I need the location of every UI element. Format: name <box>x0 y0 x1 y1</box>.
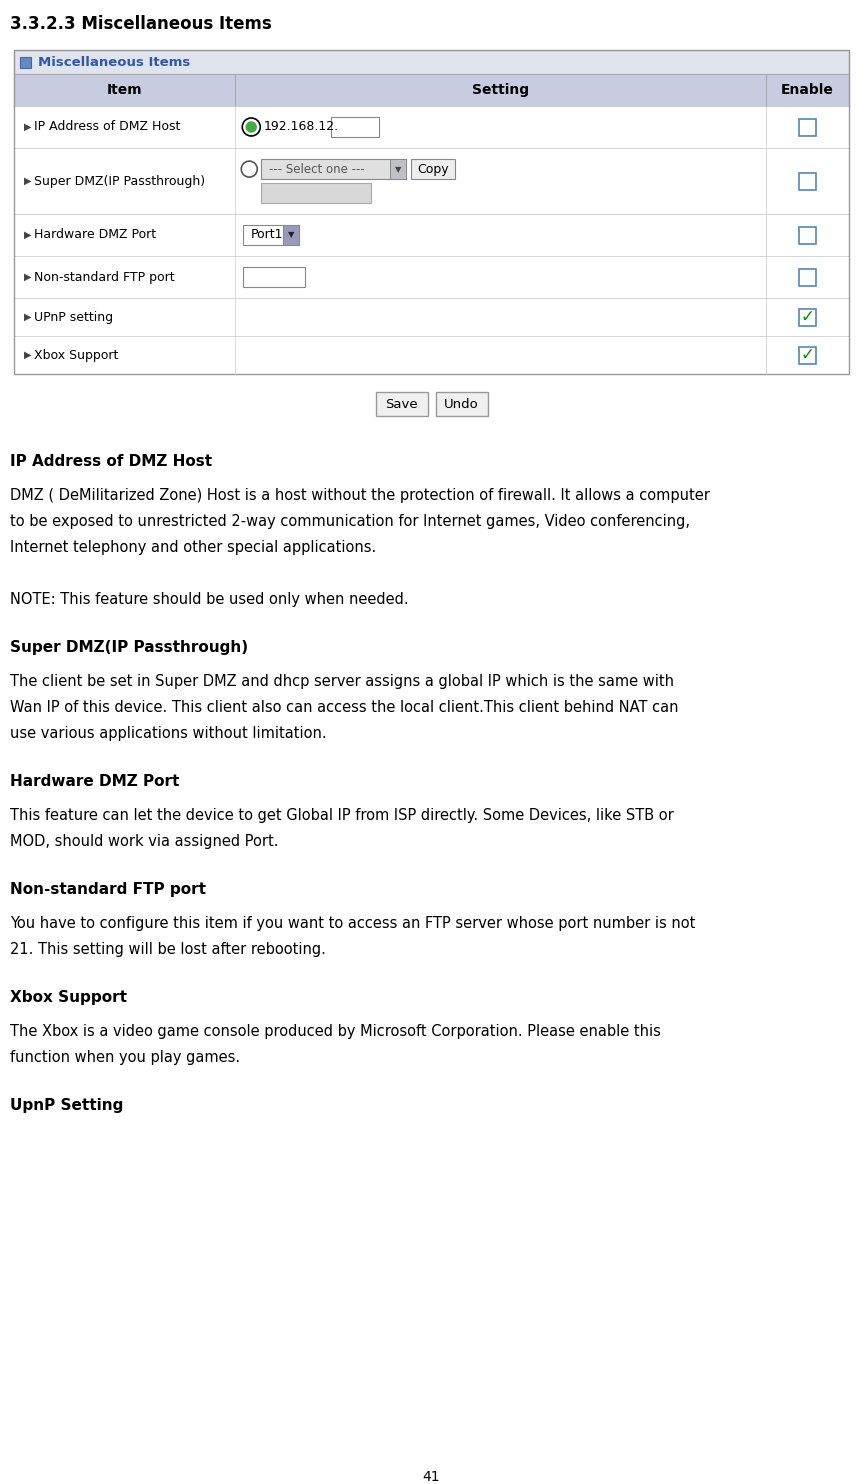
Text: Hardware DMZ Port: Hardware DMZ Port <box>10 775 180 789</box>
FancyBboxPatch shape <box>375 392 427 416</box>
Text: ✓: ✓ <box>800 346 814 364</box>
FancyBboxPatch shape <box>14 335 849 374</box>
Text: NOTE: This feature should be used only when needed.: NOTE: This feature should be used only w… <box>10 592 408 607</box>
Text: ▶: ▶ <box>24 272 32 282</box>
Text: Port1: Port1 <box>250 229 283 242</box>
FancyBboxPatch shape <box>799 227 816 243</box>
FancyBboxPatch shape <box>331 117 379 137</box>
Text: ▶: ▶ <box>24 177 32 186</box>
Text: Xbox Support: Xbox Support <box>34 349 118 362</box>
Text: Xbox Support: Xbox Support <box>10 990 127 1005</box>
Text: ▼: ▼ <box>288 230 294 239</box>
Text: Wan IP of this device. This client also can access the local client.This client : Wan IP of this device. This client also … <box>10 700 678 715</box>
Text: 41: 41 <box>423 1471 440 1484</box>
FancyBboxPatch shape <box>243 267 306 286</box>
FancyBboxPatch shape <box>283 226 299 245</box>
Text: ▶: ▶ <box>24 312 32 322</box>
FancyBboxPatch shape <box>799 346 816 364</box>
Text: Item: Item <box>107 83 142 96</box>
Text: 192.168.12.: 192.168.12. <box>263 120 338 134</box>
Text: 3.3.2.3 Miscellaneous Items: 3.3.2.3 Miscellaneous Items <box>10 15 272 33</box>
Text: ✓: ✓ <box>800 309 814 326</box>
Text: Non-standard FTP port: Non-standard FTP port <box>34 270 174 283</box>
Text: IP Address of DMZ Host: IP Address of DMZ Host <box>10 454 212 469</box>
Circle shape <box>246 122 256 132</box>
Text: function when you play games.: function when you play games. <box>10 1051 240 1066</box>
Text: The client be set in Super DMZ and dhcp server assigns a global IP which is the : The client be set in Super DMZ and dhcp … <box>10 674 674 689</box>
Text: ▶: ▶ <box>24 350 32 361</box>
Text: 21. This setting will be lost after rebooting.: 21. This setting will be lost after rebo… <box>10 942 326 957</box>
Text: Save: Save <box>385 398 418 411</box>
Text: MOD, should work via assigned Port.: MOD, should work via assigned Port. <box>10 834 279 849</box>
Text: to be exposed to unrestricted 2-way communication for Internet games, Video conf: to be exposed to unrestricted 2-way comm… <box>10 513 690 528</box>
FancyBboxPatch shape <box>14 257 849 298</box>
FancyBboxPatch shape <box>261 159 406 180</box>
FancyBboxPatch shape <box>14 74 849 105</box>
FancyBboxPatch shape <box>799 269 816 285</box>
FancyBboxPatch shape <box>261 183 371 203</box>
Text: Internet telephony and other special applications.: Internet telephony and other special app… <box>10 540 376 555</box>
Text: IP Address of DMZ Host: IP Address of DMZ Host <box>34 120 180 134</box>
FancyBboxPatch shape <box>436 392 488 416</box>
Text: Setting: Setting <box>472 83 529 96</box>
FancyBboxPatch shape <box>20 56 31 67</box>
FancyBboxPatch shape <box>14 50 849 74</box>
Text: DMZ ( DeMilitarized Zone) Host is a host without the protection of firewall. It : DMZ ( DeMilitarized Zone) Host is a host… <box>10 488 710 503</box>
Text: Hardware DMZ Port: Hardware DMZ Port <box>34 229 156 242</box>
FancyBboxPatch shape <box>14 105 849 148</box>
Text: You have to configure this item if you want to access an FTP server whose port n: You have to configure this item if you w… <box>10 916 696 930</box>
Text: ▶: ▶ <box>24 230 32 240</box>
Text: use various applications without limitation.: use various applications without limitat… <box>10 726 326 741</box>
Text: Super DMZ(IP Passthrough): Super DMZ(IP Passthrough) <box>10 640 249 654</box>
FancyBboxPatch shape <box>14 148 849 214</box>
Text: Super DMZ(IP Passthrough): Super DMZ(IP Passthrough) <box>34 175 205 187</box>
Text: Undo: Undo <box>444 398 479 411</box>
FancyBboxPatch shape <box>799 172 816 190</box>
FancyBboxPatch shape <box>14 214 849 257</box>
FancyBboxPatch shape <box>799 119 816 135</box>
Text: ▼: ▼ <box>395 165 401 174</box>
FancyBboxPatch shape <box>14 298 849 335</box>
Text: --- Select one ---: --- Select one --- <box>269 163 365 175</box>
Text: ▶: ▶ <box>24 122 32 132</box>
FancyBboxPatch shape <box>243 226 299 245</box>
Circle shape <box>243 119 261 137</box>
FancyBboxPatch shape <box>390 159 406 180</box>
Text: Enable: Enable <box>781 83 834 96</box>
Text: Miscellaneous Items: Miscellaneous Items <box>38 55 190 68</box>
Text: Copy: Copy <box>418 163 449 175</box>
Circle shape <box>242 162 257 177</box>
Text: UpnP Setting: UpnP Setting <box>10 1098 123 1113</box>
Text: Non-standard FTP port: Non-standard FTP port <box>10 881 206 896</box>
FancyBboxPatch shape <box>799 309 816 325</box>
Text: This feature can let the device to get Global IP from ISP directly. Some Devices: This feature can let the device to get G… <box>10 807 674 824</box>
Text: UPnP setting: UPnP setting <box>34 310 113 324</box>
Text: The Xbox is a video game console produced by Microsoft Corporation. Please enabl: The Xbox is a video game console produce… <box>10 1024 661 1039</box>
FancyBboxPatch shape <box>412 159 456 180</box>
